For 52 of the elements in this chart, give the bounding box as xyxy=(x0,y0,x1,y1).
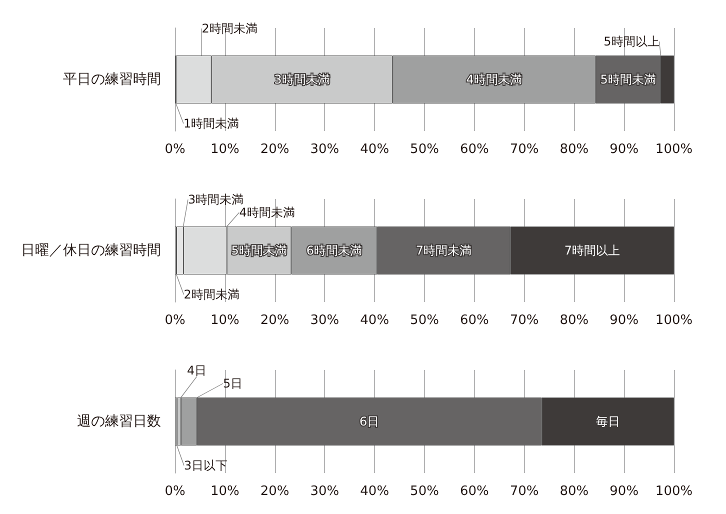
x-tick-label: 80% xyxy=(560,142,589,157)
x-tick-label: 100% xyxy=(655,142,693,157)
x-tick-label: 40% xyxy=(360,313,390,328)
series-label: 7時間以上 xyxy=(564,244,620,258)
series-label: 4時間未満 xyxy=(239,206,295,220)
x-tick-label: 90% xyxy=(610,313,639,328)
x-tick-label: 20% xyxy=(260,484,290,499)
series-label: 4日 xyxy=(186,364,207,378)
x-tick-label: 10% xyxy=(210,484,240,499)
x-tick-label: 0% xyxy=(164,484,186,499)
series-label: 3時間未満 xyxy=(188,192,244,206)
x-tick-label: 10% xyxy=(210,313,240,328)
x-tick-label: 60% xyxy=(460,142,489,157)
x-tick-label: 70% xyxy=(510,142,539,157)
series-label: 毎日 xyxy=(596,414,620,428)
x-tick-label: 20% xyxy=(260,142,290,157)
x-tick-label: 50% xyxy=(410,142,439,157)
x-tick-label: 0% xyxy=(164,313,186,328)
x-tick-label: 70% xyxy=(510,313,539,328)
x-tick-label: 30% xyxy=(310,484,340,499)
y-tick-label: 週の練習日数 xyxy=(77,414,161,430)
x-tick-label: 20% xyxy=(260,313,290,328)
series-label: 2時間未満 xyxy=(184,288,240,302)
y-tick-label: 平日の練習時間 xyxy=(63,72,161,88)
x-tick-label: 100% xyxy=(655,313,693,328)
y-tick-label: 日曜／休日の練習時間 xyxy=(21,242,161,258)
x-tick-label: 60% xyxy=(460,313,489,328)
series-label: 6時間未満 xyxy=(306,244,362,258)
x-tick-label: 30% xyxy=(310,313,340,328)
x-tick-label: 90% xyxy=(610,142,639,157)
text: 5日 xyxy=(222,376,243,390)
x-tick-label: 0% xyxy=(164,142,186,157)
series-label: 5時間以上 xyxy=(604,34,660,48)
series-label: 6日 xyxy=(360,414,380,428)
x-tick-label: 90% xyxy=(610,484,639,499)
x-tick-label: 10% xyxy=(210,142,240,157)
series-label: 2時間未満 xyxy=(202,22,258,36)
series-label: 3日以下 xyxy=(184,458,228,472)
series-label: 7時間未満 xyxy=(416,244,472,258)
x-tick-label: 70% xyxy=(510,484,539,499)
x-tick-label: 80% xyxy=(560,484,589,499)
series-label: 1時間未満 xyxy=(184,116,240,130)
x-tick-label: 40% xyxy=(360,142,390,157)
series-label: 5時間未満 xyxy=(600,72,656,86)
x-tick-label: 30% xyxy=(310,142,340,157)
series-label: 4時間未満 xyxy=(466,72,522,86)
x-tick-label: 80% xyxy=(560,313,589,328)
x-tick-label: 40% xyxy=(360,484,390,499)
x-tick-label: 60% xyxy=(460,484,489,499)
x-tick-label: 50% xyxy=(410,484,439,499)
x-tick-label: 50% xyxy=(410,313,439,328)
x-tick-label: 100% xyxy=(655,484,693,499)
